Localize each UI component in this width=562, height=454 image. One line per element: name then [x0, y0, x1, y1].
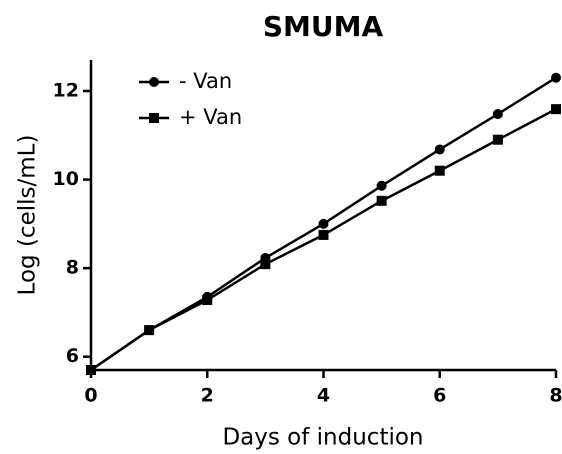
x-axis-label: Days of induction: [222, 425, 423, 451]
data-point: [434, 144, 445, 155]
x-tick-label: 0: [84, 385, 97, 407]
data-point: [434, 165, 445, 176]
data-point: [318, 229, 329, 240]
data-point: [260, 259, 271, 270]
y-tick-label: 12: [53, 80, 79, 102]
data-point: [376, 195, 387, 206]
y-tick-label: 6: [66, 345, 79, 367]
data-point: [86, 365, 96, 375]
data-point: [551, 72, 561, 83]
data-point: [144, 325, 155, 336]
data-point: [318, 218, 329, 229]
x-tick-label: 6: [433, 385, 446, 407]
legend-label: - Van: [179, 69, 232, 93]
x-tick-label: 8: [549, 385, 562, 407]
y-tick-label: 10: [53, 168, 79, 190]
x-tick-label: 2: [201, 385, 214, 407]
data-point: [492, 134, 503, 145]
data-point: [492, 109, 503, 120]
x-tick-label: 4: [317, 385, 330, 407]
y-tick-label: 8: [66, 257, 79, 279]
data-point: [551, 104, 561, 115]
y-axis-label: Log (cells/mL): [15, 135, 41, 296]
legend-marker: [149, 77, 159, 87]
legend-label: + Van: [179, 105, 242, 129]
chart-title: SMUMA: [263, 10, 384, 43]
legend-marker: [149, 113, 159, 123]
data-point: [202, 295, 213, 306]
data-point: [376, 180, 387, 191]
